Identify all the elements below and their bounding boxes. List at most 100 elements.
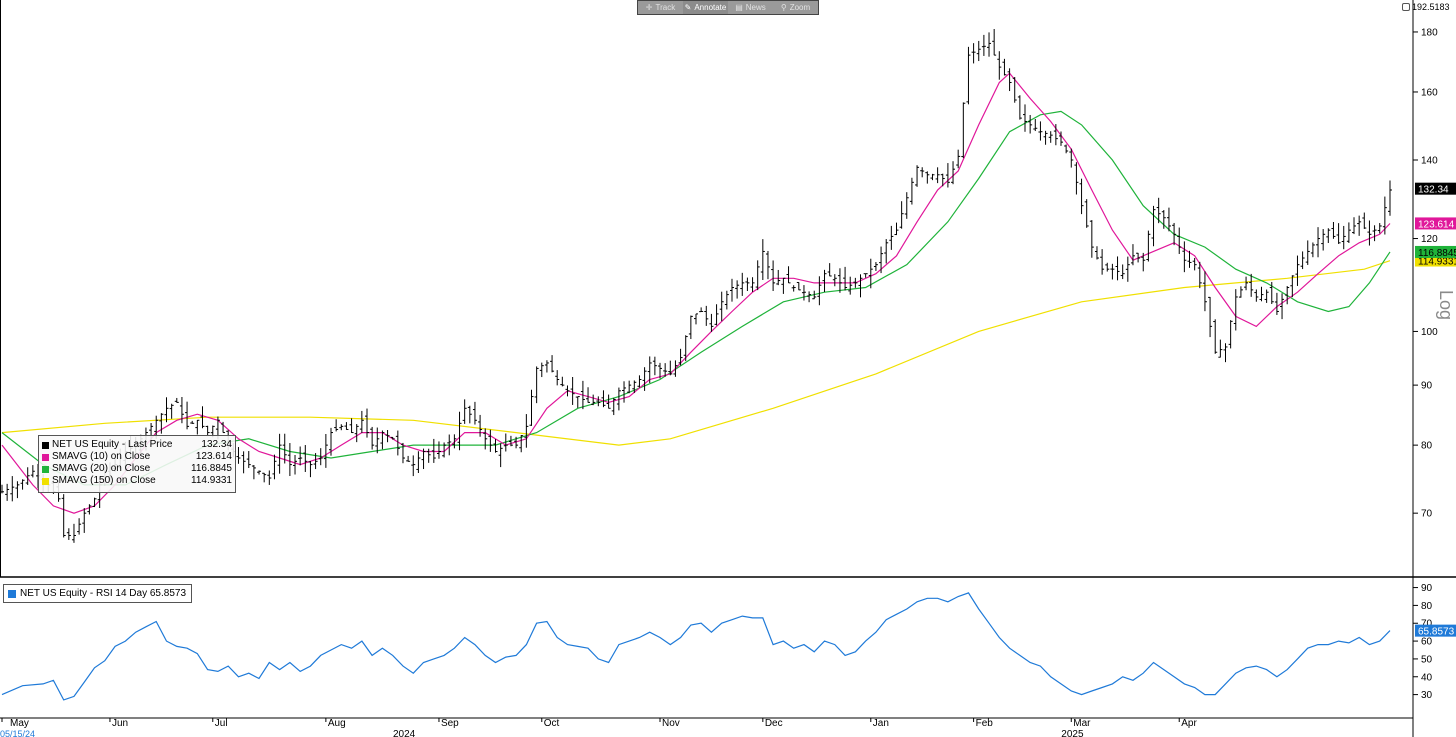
ohlc-bar <box>1213 319 1218 354</box>
ohlc-bar <box>534 366 539 404</box>
ohlc-bar <box>1074 162 1079 195</box>
ohlc-bar <box>1208 296 1213 338</box>
ohlc-bar <box>1367 220 1372 246</box>
legend-label: SMAVG (20) on Close <box>52 463 151 474</box>
ohlc-bar <box>606 394 611 409</box>
ohlc-bar <box>832 274 837 287</box>
news-button[interactable]: ▤ News <box>728 1 773 14</box>
ohlc-bar <box>159 413 164 434</box>
ohlc-bar <box>961 102 966 159</box>
rsi-value-tag-text: 65.8573 <box>1418 627 1455 638</box>
ohlc-bar <box>1141 252 1146 272</box>
ohlc-bar <box>642 367 647 391</box>
track-button[interactable]: ✛ Track <box>638 1 683 14</box>
ohlc-bar <box>1269 281 1274 305</box>
ohlc-bar <box>971 43 976 64</box>
ohlc-bar <box>1012 77 1017 103</box>
ohlc-bar <box>750 277 755 292</box>
ohlc-bar <box>25 467 30 486</box>
ohlc-bar <box>771 260 776 292</box>
ohlc-bar <box>436 441 441 459</box>
ohlc-bar <box>740 272 745 296</box>
ohlc-bar <box>1300 251 1305 270</box>
ohlc-bar <box>282 433 287 464</box>
ohlc-bar <box>329 427 334 456</box>
annotate-button[interactable]: ✎ Annotate <box>683 1 728 14</box>
ohlc-bar <box>298 446 303 466</box>
rsi-legend[interactable]: NET US Equity - RSI 14 Day 65.8573 <box>3 584 192 603</box>
ohlc-bar <box>318 448 323 466</box>
ohlc-bar <box>1084 199 1089 228</box>
ohlc-bar <box>719 291 724 322</box>
ohlc-bar <box>863 273 868 278</box>
sma20-value-tag: 116.8845 <box>1415 245 1456 259</box>
ohlc-bar <box>1326 228 1331 243</box>
ohlc-bar <box>1043 130 1048 145</box>
ohlc-bar <box>370 426 375 450</box>
ohlc-bar <box>786 266 791 284</box>
ohlc-bar <box>277 433 282 474</box>
ohlc-bar <box>694 313 698 325</box>
ohlc-bar <box>272 454 277 480</box>
ohlc-bar <box>452 434 457 449</box>
ohlc-bar <box>781 277 786 294</box>
ohlc-bar <box>221 421 226 434</box>
ohlc-bar <box>334 419 339 432</box>
ohlc-bar <box>457 411 462 451</box>
ohlc-bar <box>776 269 781 286</box>
lock-icon[interactable] <box>1402 2 1410 11</box>
ohlc-bar <box>796 281 801 291</box>
ohlc-bar <box>1007 68 1012 92</box>
ohlc-bar <box>323 434 328 468</box>
ohlc-bar <box>945 163 950 188</box>
ohlc-bar <box>1218 339 1223 358</box>
ohlc-bar <box>185 401 190 430</box>
last-price-tag-text: 132.34 <box>1418 185 1449 196</box>
zoom-button-label: Zoom <box>789 3 811 12</box>
price-tick-label: 180 <box>1421 27 1438 38</box>
sma20-value-tag-text: 116.8845 <box>1418 248 1456 259</box>
ohlc-bar <box>1352 217 1357 235</box>
ohlc-bar <box>1223 343 1228 363</box>
legend-label: NET US Equity - Last Price <box>52 439 173 450</box>
ohlc-bar <box>611 397 616 416</box>
ohlc-bar <box>1187 250 1192 268</box>
month-label: Oct <box>544 718 560 729</box>
top-price-readout: 192.5183 <box>1402 0 1450 13</box>
ohlc-bar <box>472 401 477 425</box>
ohlc-bar <box>1166 207 1171 232</box>
ohlc-bar <box>524 414 529 448</box>
ohlc-bar <box>364 408 369 438</box>
price-tick-label: 140 <box>1421 156 1438 167</box>
ohlc-bar <box>580 380 585 410</box>
zoom-button[interactable]: ⚲ Zoom <box>773 1 818 14</box>
ohlc-bar <box>246 451 251 469</box>
ohlc-bar <box>1285 286 1290 305</box>
ohlc-bar <box>1316 227 1321 258</box>
month-label: Jan <box>873 718 889 729</box>
ohlc-bar <box>699 307 704 313</box>
ohlc-bar <box>550 355 555 373</box>
ohlc-bar <box>1002 58 1007 76</box>
ohlc-bar <box>1094 246 1099 260</box>
ohlc-bar <box>591 394 596 406</box>
ohlc-bar <box>1105 262 1110 272</box>
ohlc-bar <box>503 433 508 452</box>
ohlc-bar <box>951 161 956 185</box>
ohlc-bar <box>658 362 663 379</box>
ohlc-bar <box>817 276 822 306</box>
ohlc-bar <box>92 497 97 508</box>
ohlc-bar <box>287 443 292 477</box>
ohlc-bar <box>87 504 92 515</box>
ohlc-bar <box>544 360 549 373</box>
price-tick-label: 90 <box>1421 381 1433 392</box>
ohlc-bar <box>380 430 385 450</box>
ohlc-bar <box>1197 261 1202 289</box>
ohlc-bar <box>632 380 637 393</box>
ohlc-bar <box>981 34 986 56</box>
ohlc-bar <box>1331 221 1336 239</box>
ohlc-bar <box>709 313 714 332</box>
price-legend[interactable]: NET US Equity - Last Price 132.34 SMAVG … <box>38 435 236 493</box>
rsi-tick-label: 60 <box>1421 637 1433 648</box>
